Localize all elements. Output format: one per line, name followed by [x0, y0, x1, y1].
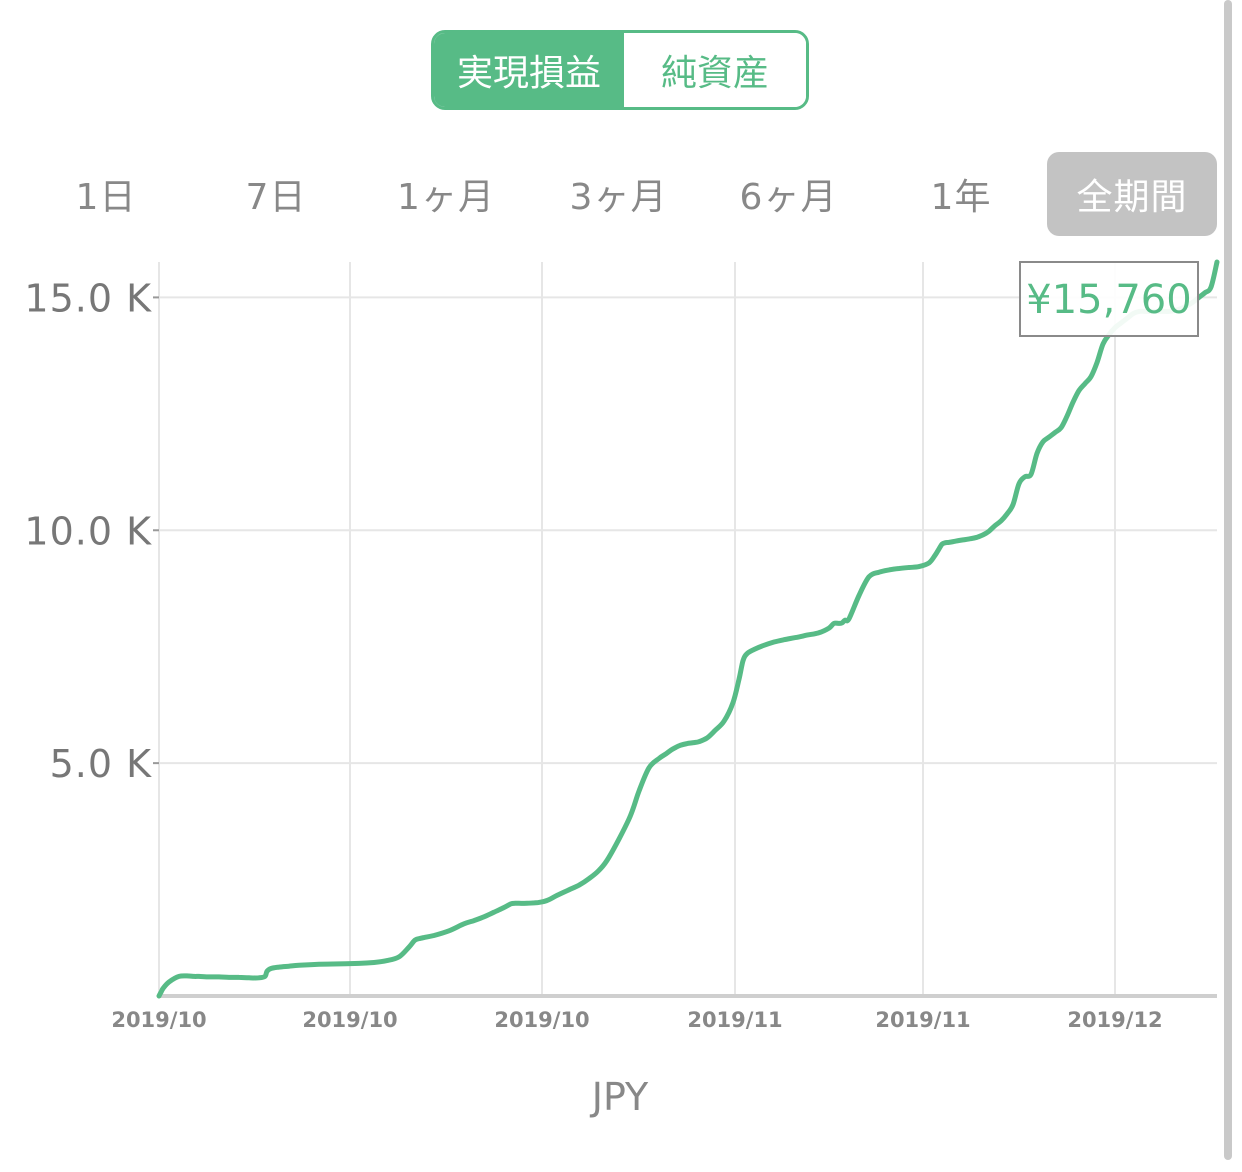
period-tab-3m[interactable]: 3ヶ月 [569, 177, 668, 218]
grid-lines [158, 262, 1217, 996]
x-tick-label: 2019/10 [494, 1008, 589, 1032]
value-callout: ¥15,760 [1019, 261, 1199, 337]
x-tick-label: 2019/12 [1067, 1008, 1162, 1032]
x-tick-label: 2019/11 [687, 1008, 782, 1032]
y-tick-label: 5.0 K [50, 742, 153, 786]
x-axis-label: JPY [590, 1075, 649, 1119]
y-tick-label: 10.0 K [24, 509, 152, 553]
value-callout-box [1019, 261, 1199, 337]
y-tick-label: 15.0 K [24, 276, 152, 320]
realized-pnl-toggle-button[interactable]: 実現損益 [434, 33, 624, 107]
y-axis-ticks: 5.0 K 10.0 K 15.0 K [24, 276, 159, 786]
period-tab-1d[interactable]: 1日 [75, 177, 137, 218]
x-axis-ticks: 2019/10 2019/10 2019/10 2019/11 2019/11 2019/… [111, 1008, 1162, 1032]
period-tab-1y[interactable]: 1年 [930, 177, 992, 218]
x-tick-label: 2019/10 [111, 1008, 206, 1032]
scrollbar[interactable] [1224, 0, 1232, 1160]
value-callout-text: ¥15,760 [1026, 277, 1191, 323]
period-tab-6m[interactable]: 6ヶ月 [739, 177, 838, 218]
net-worth-toggle-button[interactable]: 純資産 [624, 33, 806, 107]
x-tick-label: 2019/10 [302, 1008, 397, 1032]
mode-toggle: 実現損益 純資産 [431, 30, 809, 110]
period-tab-1m[interactable]: 1ヶ月 [397, 177, 495, 218]
period-tab-7d[interactable]: 7日 [245, 177, 307, 218]
x-tick-label: 2019/11 [875, 1008, 970, 1032]
series-line [156, 259, 1220, 999]
period-tab-all[interactable]: 全期間 [1047, 152, 1217, 236]
